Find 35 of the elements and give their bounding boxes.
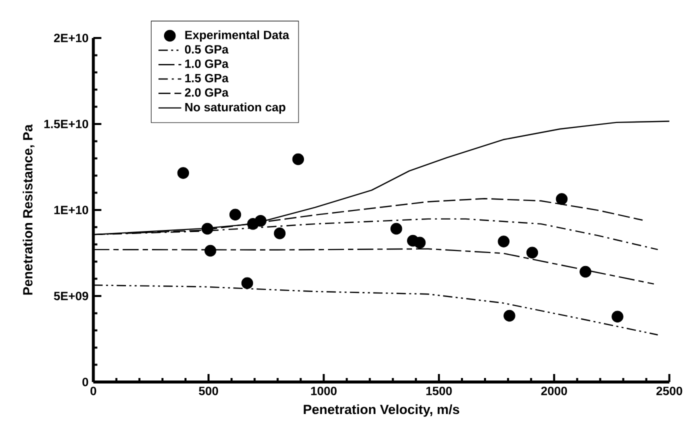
- point: [204, 244, 216, 257]
- point: [202, 222, 214, 235]
- y-tick-label: 1.5E+10: [44, 120, 88, 128]
- point: [556, 193, 568, 205]
- y-axis-title: Penetration Resistance, Pa: [22, 124, 34, 295]
- point: [292, 153, 304, 166]
- point: [526, 246, 538, 259]
- legend-label: 1.5 GPa: [185, 74, 229, 82]
- legend-label: 2.0 GPa: [184, 88, 229, 97]
- legend-label: 1.0 GPa: [185, 59, 229, 68]
- legend-label: 0.5 GPa: [184, 45, 229, 54]
- point: [580, 266, 592, 278]
- x-tick-label: 0: [90, 386, 96, 396]
- point: [414, 236, 426, 249]
- y-tick-label: 5E+09: [54, 292, 88, 300]
- x-tick-label: 1500: [426, 386, 452, 396]
- point: [612, 310, 624, 322]
- point: [254, 214, 266, 227]
- y-tick-label: 1E+10: [54, 206, 88, 214]
- point: [274, 228, 286, 240]
- point: [504, 310, 516, 322]
- x-tick-label: 1000: [311, 386, 337, 396]
- point: [498, 236, 510, 248]
- x-tick-label: 2000: [541, 386, 567, 396]
- point: [241, 277, 254, 289]
- y-tick-label: 2E+10: [54, 34, 88, 42]
- legend-label: No saturation cap: [185, 102, 286, 114]
- point: [177, 167, 190, 179]
- x-axis-title: Penetration Velocity, m/s: [304, 404, 460, 417]
- point: [229, 208, 242, 221]
- x-tick-label: 500: [198, 386, 218, 396]
- x-tick-label: 2500: [656, 386, 682, 396]
- point: [390, 222, 402, 235]
- legend-label: Experimental Data: [185, 30, 290, 42]
- y-tick-label: 0: [82, 378, 88, 386]
